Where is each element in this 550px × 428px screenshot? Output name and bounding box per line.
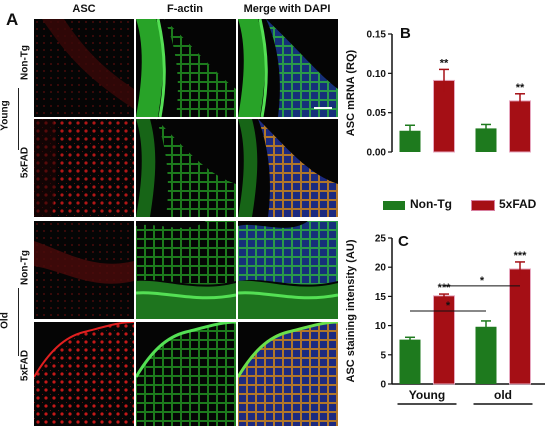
chart-b: B ASC mRNA (RQ) 0.00 0.05 0.10 0.15 ** **	[345, 25, 531, 159]
y-tick-label: 20	[375, 263, 387, 274]
y-tick-label: 0.10	[367, 69, 387, 80]
bar	[475, 128, 497, 152]
legend-label-5xfad: 5xFAD	[499, 197, 537, 211]
significance-label: **	[516, 82, 525, 94]
micrograph-young-5xfad-merge	[238, 119, 338, 217]
row-label-young-nontg: Non-Tg	[19, 45, 31, 80]
micrograph-old-5xfad-merge	[238, 322, 338, 426]
legend-swatch-nontg	[383, 201, 405, 210]
micrograph-young-nontg-merge	[238, 19, 338, 117]
row-label-old-5xfad: 5xFAD	[19, 349, 31, 382]
bar	[399, 339, 421, 384]
significance-label: **	[440, 57, 449, 69]
significance-label: ***	[514, 250, 528, 262]
x-category-label: Young	[409, 388, 445, 402]
y-tick-label: 25	[375, 234, 387, 245]
micrograph-young-nontg-factin	[136, 19, 236, 117]
y-tick-label: 0.05	[367, 108, 387, 119]
y-axis-label: ASC mRNA (RQ)	[345, 49, 357, 136]
scale-bar	[314, 107, 332, 109]
micrograph-old-5xfad-asc	[34, 322, 134, 426]
col-header-factin: F-actin	[166, 3, 204, 15]
group-label-young: Young	[0, 100, 11, 131]
y-tick-label: 5	[380, 350, 386, 361]
comparison-label: *	[446, 300, 451, 312]
x-category-label: old	[494, 388, 512, 402]
comparison-label: *	[480, 275, 485, 287]
y-tick-label: 0	[380, 380, 386, 391]
group-bracket-young	[18, 88, 19, 150]
micrograph-young-nontg-asc	[34, 19, 134, 117]
y-tick-label: 0.00	[367, 148, 387, 159]
group-label-old: Old	[0, 312, 11, 329]
row-label-young-5xfad: 5xFAD	[19, 146, 31, 179]
micrograph-young-5xfad-factin	[136, 119, 236, 217]
micrograph-old-nontg-asc	[34, 221, 134, 319]
legend-label-nontg: Non-Tg	[410, 197, 452, 211]
y-tick-label: 10	[375, 321, 387, 332]
micrograph-old-nontg-factin	[136, 221, 236, 319]
panel-letter-B: B	[400, 25, 411, 42]
bar	[475, 326, 497, 384]
panel-letter-C: C	[398, 233, 409, 250]
y-tick-label: 15	[375, 292, 387, 303]
y-tick-label: 0.15	[367, 30, 387, 41]
bar	[399, 130, 421, 152]
col-header-asc: ASC	[72, 3, 96, 15]
col-header-merge: Merge with DAPI	[243, 3, 331, 15]
significance-label: ***	[438, 282, 452, 294]
row-label-old-nontg: Non-Tg	[19, 250, 31, 285]
micrograph-young-5xfad-asc	[34, 119, 134, 217]
group-bracket-old	[18, 288, 19, 356]
y-axis-label: ASC staining intensity (AU)	[345, 239, 357, 382]
bar	[433, 295, 455, 385]
panel-a-letter: A	[6, 10, 19, 29]
legend-swatch-5xfad	[471, 200, 495, 211]
micrograph-old-5xfad-factin	[136, 322, 236, 426]
micrograph-old-nontg-merge	[238, 221, 338, 319]
bar	[509, 100, 531, 153]
legend: Non-Tg 5xFAD	[383, 196, 543, 218]
